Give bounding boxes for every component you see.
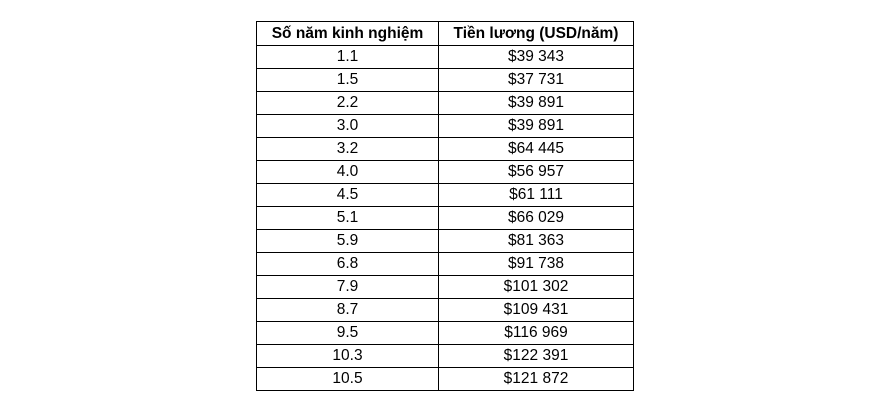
table-body: 1.1 $39 343 1.5 $37 731 2.2 $39 891 3.0 … <box>256 45 634 391</box>
years-cell: 4.5 <box>256 183 439 207</box>
years-cell: 8.7 <box>256 298 439 322</box>
table-row: 3.0 $39 891 <box>256 114 634 138</box>
salary-cell: $39 891 <box>438 91 634 115</box>
table-row: 10.3 $122 391 <box>256 344 634 368</box>
table-row: 8.7 $109 431 <box>256 298 634 322</box>
years-cell: 3.2 <box>256 137 439 161</box>
salary-cell: $109 431 <box>438 298 634 322</box>
salary-cell: $81 363 <box>438 229 634 253</box>
salary-cell: $37 731 <box>438 68 634 92</box>
table-row: 10.5 $121 872 <box>256 367 634 391</box>
header-salary: Tiền lương (USD/năm) <box>438 21 634 46</box>
table-header: Số năm kinh nghiệm Tiền lương (USD/năm) <box>256 21 634 46</box>
salary-cell: $64 445 <box>438 137 634 161</box>
table-row: 9.5 $116 969 <box>256 321 634 345</box>
years-cell: 4.0 <box>256 160 439 184</box>
years-cell: 7.9 <box>256 275 439 299</box>
salary-table-container: Số năm kinh nghiệm Tiền lương (USD/năm) … <box>256 21 634 391</box>
salary-cell: $66 029 <box>438 206 634 230</box>
table-row: 4.5 $61 111 <box>256 183 634 207</box>
table-row: 3.2 $64 445 <box>256 137 634 161</box>
salary-cell: $56 957 <box>438 160 634 184</box>
salary-cell: $39 343 <box>438 45 634 69</box>
experience-salary-table: Số năm kinh nghiệm Tiền lương (USD/năm) … <box>256 21 634 391</box>
table-row: 6.8 $91 738 <box>256 252 634 276</box>
header-row: Số năm kinh nghiệm Tiền lương (USD/năm) <box>256 21 634 46</box>
salary-cell: $116 969 <box>438 321 634 345</box>
salary-cell: $61 111 <box>438 183 634 207</box>
table-row: 7.9 $101 302 <box>256 275 634 299</box>
salary-cell: $122 391 <box>438 344 634 368</box>
table-row: 5.1 $66 029 <box>256 206 634 230</box>
header-years-experience: Số năm kinh nghiệm <box>256 21 439 46</box>
years-cell: 5.1 <box>256 206 439 230</box>
table-row: 1.1 $39 343 <box>256 45 634 69</box>
years-cell: 2.2 <box>256 91 439 115</box>
years-cell: 6.8 <box>256 252 439 276</box>
table-row: 5.9 $81 363 <box>256 229 634 253</box>
years-cell: 1.5 <box>256 68 439 92</box>
table-row: 1.5 $37 731 <box>256 68 634 92</box>
years-cell: 5.9 <box>256 229 439 253</box>
salary-cell: $91 738 <box>438 252 634 276</box>
table-row: 2.2 $39 891 <box>256 91 634 115</box>
years-cell: 10.3 <box>256 344 439 368</box>
salary-cell: $121 872 <box>438 367 634 391</box>
years-cell: 10.5 <box>256 367 439 391</box>
table-row: 4.0 $56 957 <box>256 160 634 184</box>
years-cell: 3.0 <box>256 114 439 138</box>
years-cell: 1.1 <box>256 45 439 69</box>
years-cell: 9.5 <box>256 321 439 345</box>
salary-cell: $101 302 <box>438 275 634 299</box>
salary-cell: $39 891 <box>438 114 634 138</box>
